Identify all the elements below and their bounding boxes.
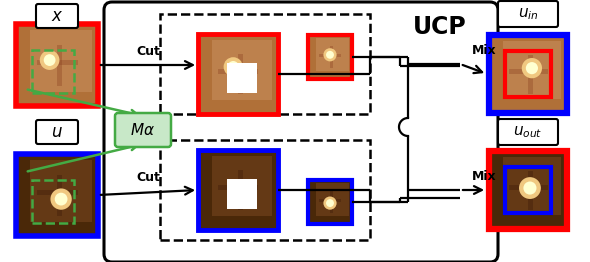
Circle shape	[326, 199, 334, 207]
Text: Cut: Cut	[136, 171, 160, 184]
Text: $M\alpha$: $M\alpha$	[130, 122, 156, 138]
Bar	[509, 69, 548, 74]
FancyBboxPatch shape	[36, 4, 78, 28]
Circle shape	[522, 58, 542, 78]
Bar	[489, 151, 567, 229]
Bar	[212, 156, 272, 216]
Text: UCP: UCP	[413, 15, 467, 39]
Text: $u_{out}$: $u_{out}$	[513, 124, 543, 140]
Bar	[37, 190, 77, 195]
Bar	[160, 140, 370, 240]
Text: Mix: Mix	[472, 44, 497, 57]
Bar	[218, 185, 258, 190]
Bar	[227, 179, 257, 209]
Bar	[238, 170, 243, 210]
Bar	[30, 160, 92, 222]
Bar	[57, 45, 62, 85]
Bar	[489, 35, 567, 113]
Bar	[503, 41, 561, 99]
Text: $u$: $u$	[51, 123, 63, 141]
Bar	[503, 157, 561, 215]
Text: Mix: Mix	[472, 170, 497, 183]
Bar	[212, 40, 272, 100]
Bar	[198, 34, 278, 114]
FancyBboxPatch shape	[498, 119, 558, 145]
Bar	[16, 24, 98, 106]
Bar	[319, 199, 341, 202]
Bar	[308, 35, 352, 79]
Circle shape	[227, 61, 239, 73]
Bar	[528, 54, 533, 94]
Circle shape	[235, 186, 247, 198]
Bar	[198, 34, 278, 114]
Bar	[308, 180, 352, 224]
Bar	[16, 154, 98, 236]
Circle shape	[326, 51, 334, 59]
Bar	[238, 54, 243, 94]
Bar	[16, 154, 98, 236]
Bar	[198, 150, 278, 230]
FancyBboxPatch shape	[104, 2, 498, 262]
Bar	[30, 30, 92, 92]
Bar	[37, 60, 77, 65]
Circle shape	[323, 48, 337, 61]
Bar	[506, 167, 550, 213]
FancyBboxPatch shape	[498, 1, 558, 27]
Bar	[489, 35, 567, 113]
Bar	[32, 50, 74, 93]
Bar	[509, 185, 548, 190]
Bar	[218, 69, 258, 74]
Circle shape	[224, 57, 243, 77]
Bar	[504, 51, 552, 97]
FancyBboxPatch shape	[36, 120, 78, 144]
Circle shape	[231, 182, 251, 203]
Bar	[32, 180, 74, 223]
Bar	[330, 46, 333, 68]
Bar	[227, 63, 257, 93]
Text: Cut: Cut	[136, 45, 160, 58]
Text: $x$: $x$	[51, 7, 63, 25]
Text: $u_{in}$: $u_{in}$	[517, 6, 538, 22]
Circle shape	[519, 177, 541, 199]
Circle shape	[323, 196, 337, 210]
Bar	[319, 54, 341, 57]
Bar	[16, 24, 98, 106]
Circle shape	[50, 188, 72, 210]
Bar	[160, 14, 370, 114]
Circle shape	[44, 54, 55, 66]
Bar	[489, 151, 567, 229]
Bar	[308, 180, 352, 224]
Bar	[57, 174, 62, 216]
Bar	[316, 38, 349, 71]
Circle shape	[55, 193, 67, 205]
FancyBboxPatch shape	[115, 113, 171, 147]
Circle shape	[523, 182, 536, 195]
Circle shape	[526, 62, 538, 74]
Circle shape	[40, 50, 60, 70]
Bar	[528, 171, 533, 210]
Bar	[330, 191, 333, 213]
Bar	[316, 183, 349, 216]
Bar	[308, 35, 352, 79]
Bar	[198, 150, 278, 230]
